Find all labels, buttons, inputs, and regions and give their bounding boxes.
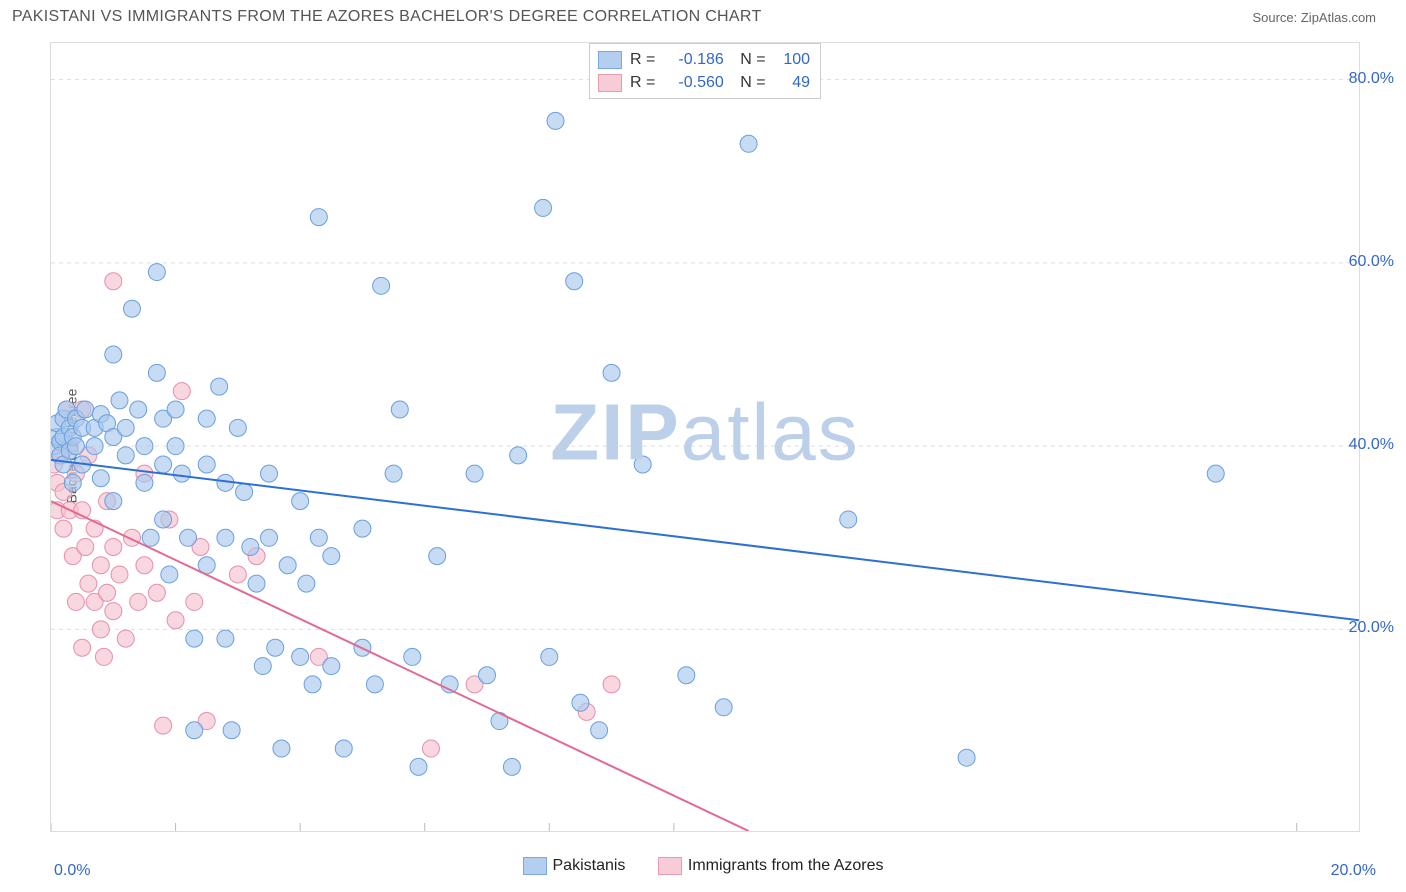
y-tick-60: 60.0%: [1349, 253, 1394, 271]
scatter-svg: [51, 43, 1359, 831]
series-legend: Pakistanis Immigrants from the Azores: [0, 857, 1406, 880]
legend-item-azores: Immigrants from the Azores: [658, 857, 884, 875]
source-attribution: Source: ZipAtlas.com: [1252, 10, 1376, 25]
legend-row-azores: R = -0.560 N = 49: [598, 71, 810, 94]
legend-label-azores: Immigrants from the Azores: [688, 857, 884, 875]
legend-item-pakistanis: Pakistanis: [523, 857, 626, 875]
correlation-legend: R = -0.186 N = 100 R = -0.560 N = 49: [589, 43, 821, 99]
swatch-pakistanis-b: [523, 857, 547, 875]
swatch-azores: [598, 74, 622, 92]
y-tick-20: 20.0%: [1349, 619, 1394, 637]
swatch-azores-b: [658, 857, 682, 875]
y-tick-80: 80.0%: [1349, 70, 1394, 88]
y-tick-40: 40.0%: [1349, 436, 1394, 454]
legend-row-pakistanis: R = -0.186 N = 100: [598, 48, 810, 71]
plot-area: ZIPatlas R = -0.186 N = 100 R = -0.560 N…: [50, 42, 1360, 832]
chart-title: PAKISTANI VS IMMIGRANTS FROM THE AZORES …: [12, 8, 762, 26]
legend-label-pakistanis: Pakistanis: [553, 857, 626, 875]
swatch-pakistanis: [598, 51, 622, 69]
